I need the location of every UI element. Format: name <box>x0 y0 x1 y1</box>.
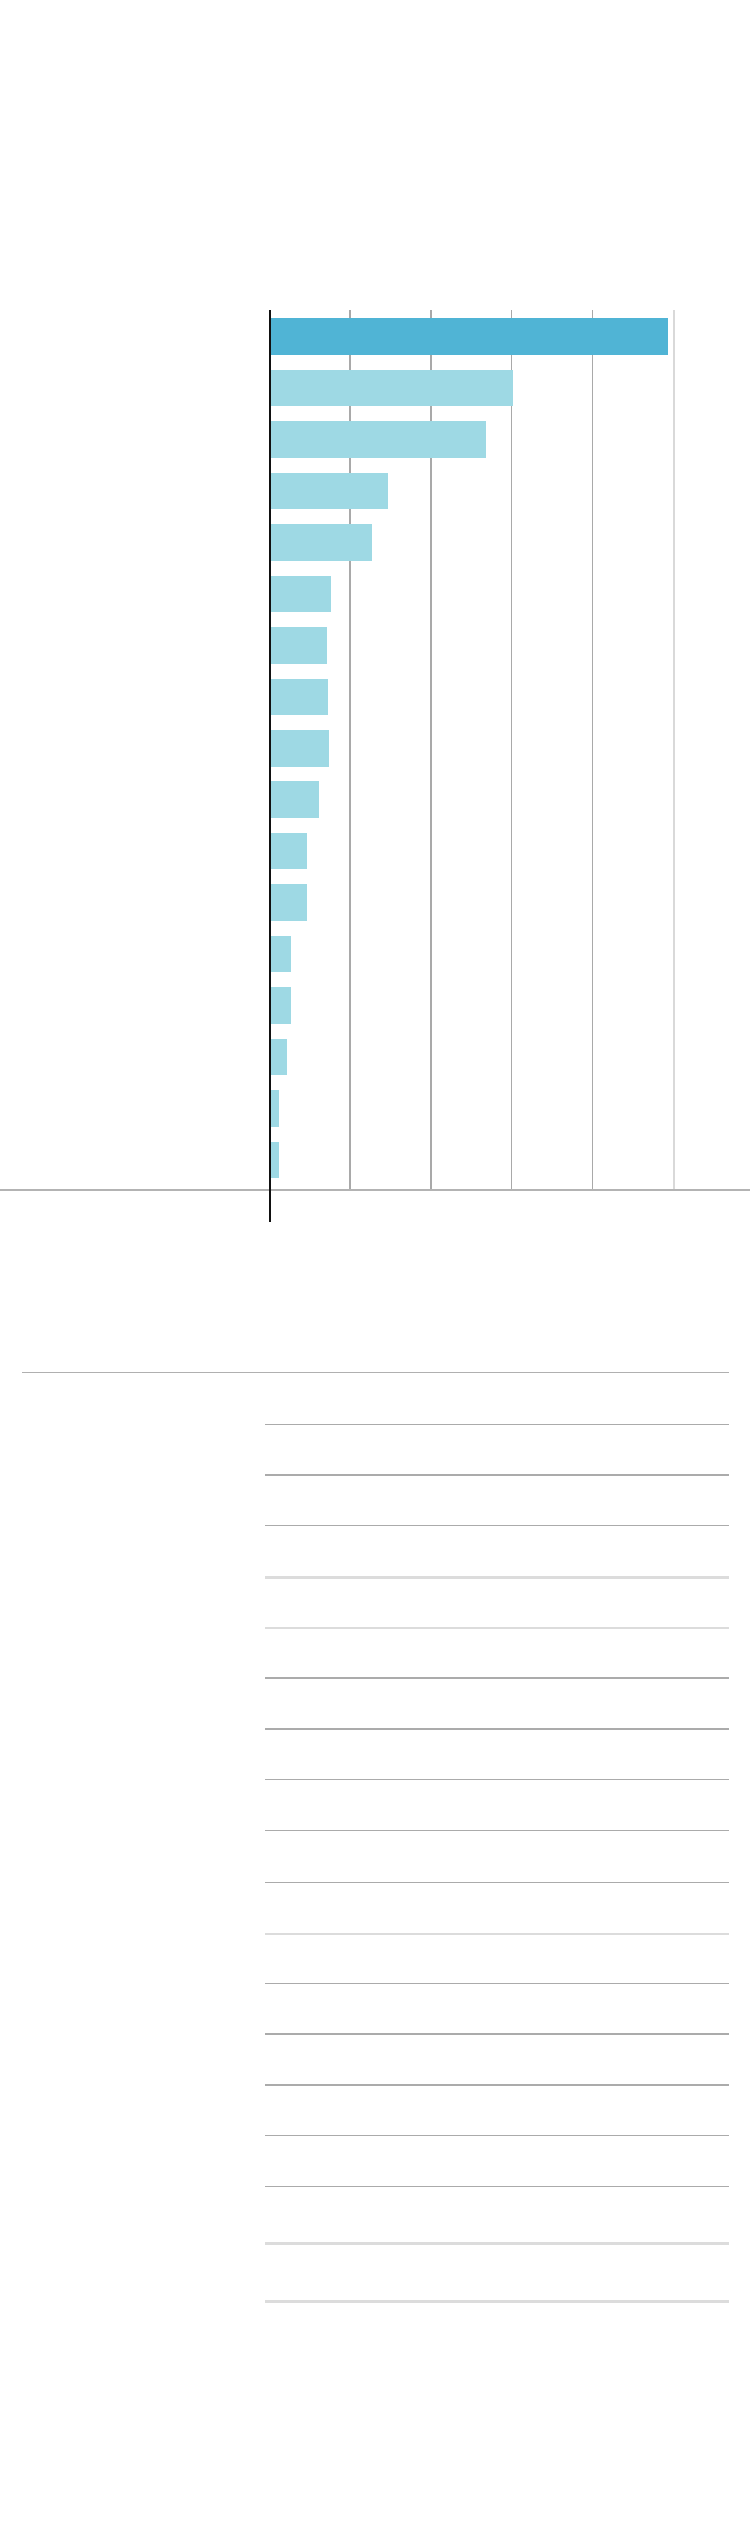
chart-gridline <box>511 310 513 1189</box>
table-row-rule <box>265 1626 729 1630</box>
chart-bar <box>271 781 319 819</box>
chart-bar <box>271 884 307 921</box>
table-row-rule <box>265 2242 729 2245</box>
chart-gridline-outer <box>672 310 676 1189</box>
table-row-rule <box>265 1932 729 1936</box>
chart-gridline <box>430 310 432 1189</box>
table-row-rule <box>265 1423 729 1426</box>
chart-bar <box>271 678 328 716</box>
table-row-rule <box>265 1830 729 1832</box>
chart-bar <box>271 1038 287 1076</box>
chart-bar <box>271 729 329 767</box>
chart-bar <box>271 472 388 510</box>
table-row-rule <box>265 1728 729 1730</box>
table-row-rule <box>265 2300 729 2303</box>
table-row-rule <box>265 1474 729 1476</box>
chart-bar <box>271 627 327 664</box>
chart-bar <box>271 832 307 870</box>
chart-bar <box>271 1141 279 1179</box>
table-row-rule <box>265 1982 729 1985</box>
table-row-rule <box>265 1524 729 1526</box>
table-row-rule <box>265 1881 729 1884</box>
chart-bar <box>271 524 372 561</box>
chart-bar <box>271 369 513 407</box>
table-row-rule <box>265 2186 729 2188</box>
table-row-rule <box>265 2084 729 2086</box>
table-row-rule <box>265 1677 729 1679</box>
chart-gridline <box>349 310 351 1189</box>
table-row-rule <box>265 2033 729 2035</box>
table-top-rule <box>21 1371 729 1373</box>
chart-bar <box>271 987 291 1024</box>
table-row-rule <box>265 1779 729 1781</box>
chart-bar <box>271 421 486 458</box>
chart-bar <box>271 1090 279 1127</box>
table-row-rule <box>265 1576 729 1579</box>
chart-bar <box>271 935 291 973</box>
x-axis-baseline <box>0 1189 750 1191</box>
y-axis-line <box>268 310 271 1222</box>
chart-bar <box>271 318 668 355</box>
chart-gridline <box>591 310 593 1189</box>
table-row-rule <box>265 2135 729 2137</box>
chart-bar <box>271 575 331 613</box>
